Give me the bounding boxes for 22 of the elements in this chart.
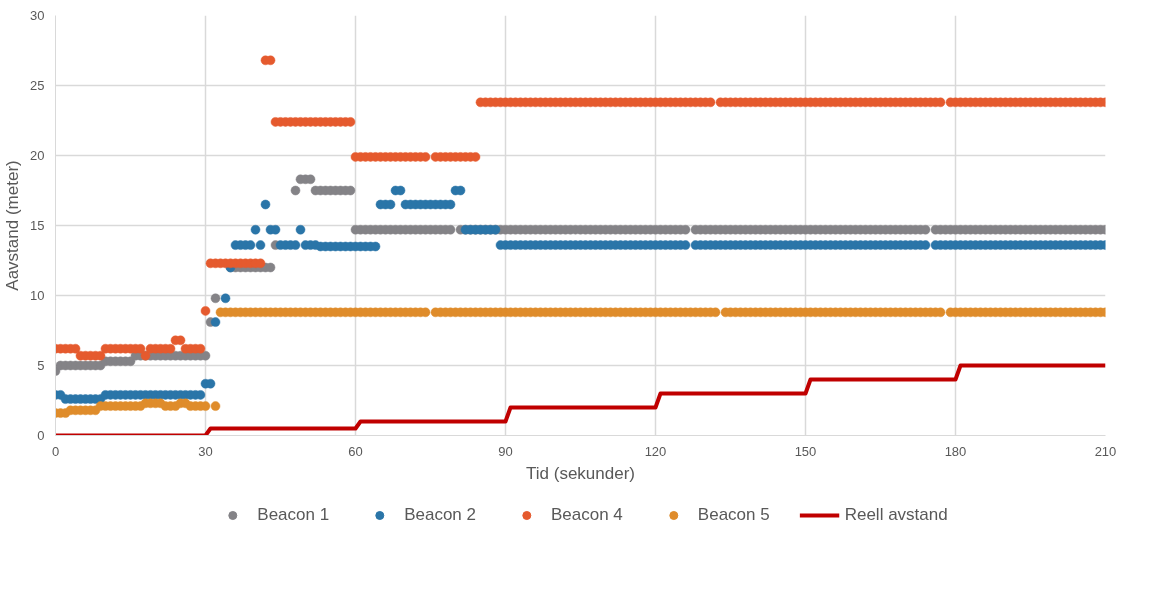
- y-tick-label: 5: [37, 358, 45, 373]
- legend-label: Reell avstand: [844, 505, 948, 525]
- legend-label: Beacon 2: [404, 505, 476, 525]
- x-tick-label: 150: [794, 443, 817, 459]
- legend-label: Beacon 4: [550, 505, 623, 525]
- y-axis-title: Aavstand (meter): [3, 160, 23, 291]
- x-tick-label: 120: [644, 443, 667, 459]
- x-tick-label: 180: [944, 443, 967, 459]
- x-tick-label: 90: [498, 443, 513, 459]
- x-axis-title: Tid (sekunder): [526, 463, 635, 483]
- legend-label: Beacon 5: [697, 505, 770, 525]
- y-tick-label: 15: [30, 218, 45, 233]
- x-tick-label: 30: [198, 443, 213, 459]
- y-tick-label: 25: [30, 78, 45, 93]
- x-tick-label: 60: [348, 443, 363, 459]
- x-tick-label: 0: [51, 443, 60, 459]
- y-tick-label: 30: [30, 8, 45, 23]
- x-tick-label: 210: [1094, 443, 1117, 459]
- y-tick-label: 20: [30, 148, 45, 163]
- y-tick-label: 0: [37, 428, 45, 443]
- y-tick-label: 10: [30, 288, 45, 303]
- legend-label: Beacon 1: [257, 505, 330, 525]
